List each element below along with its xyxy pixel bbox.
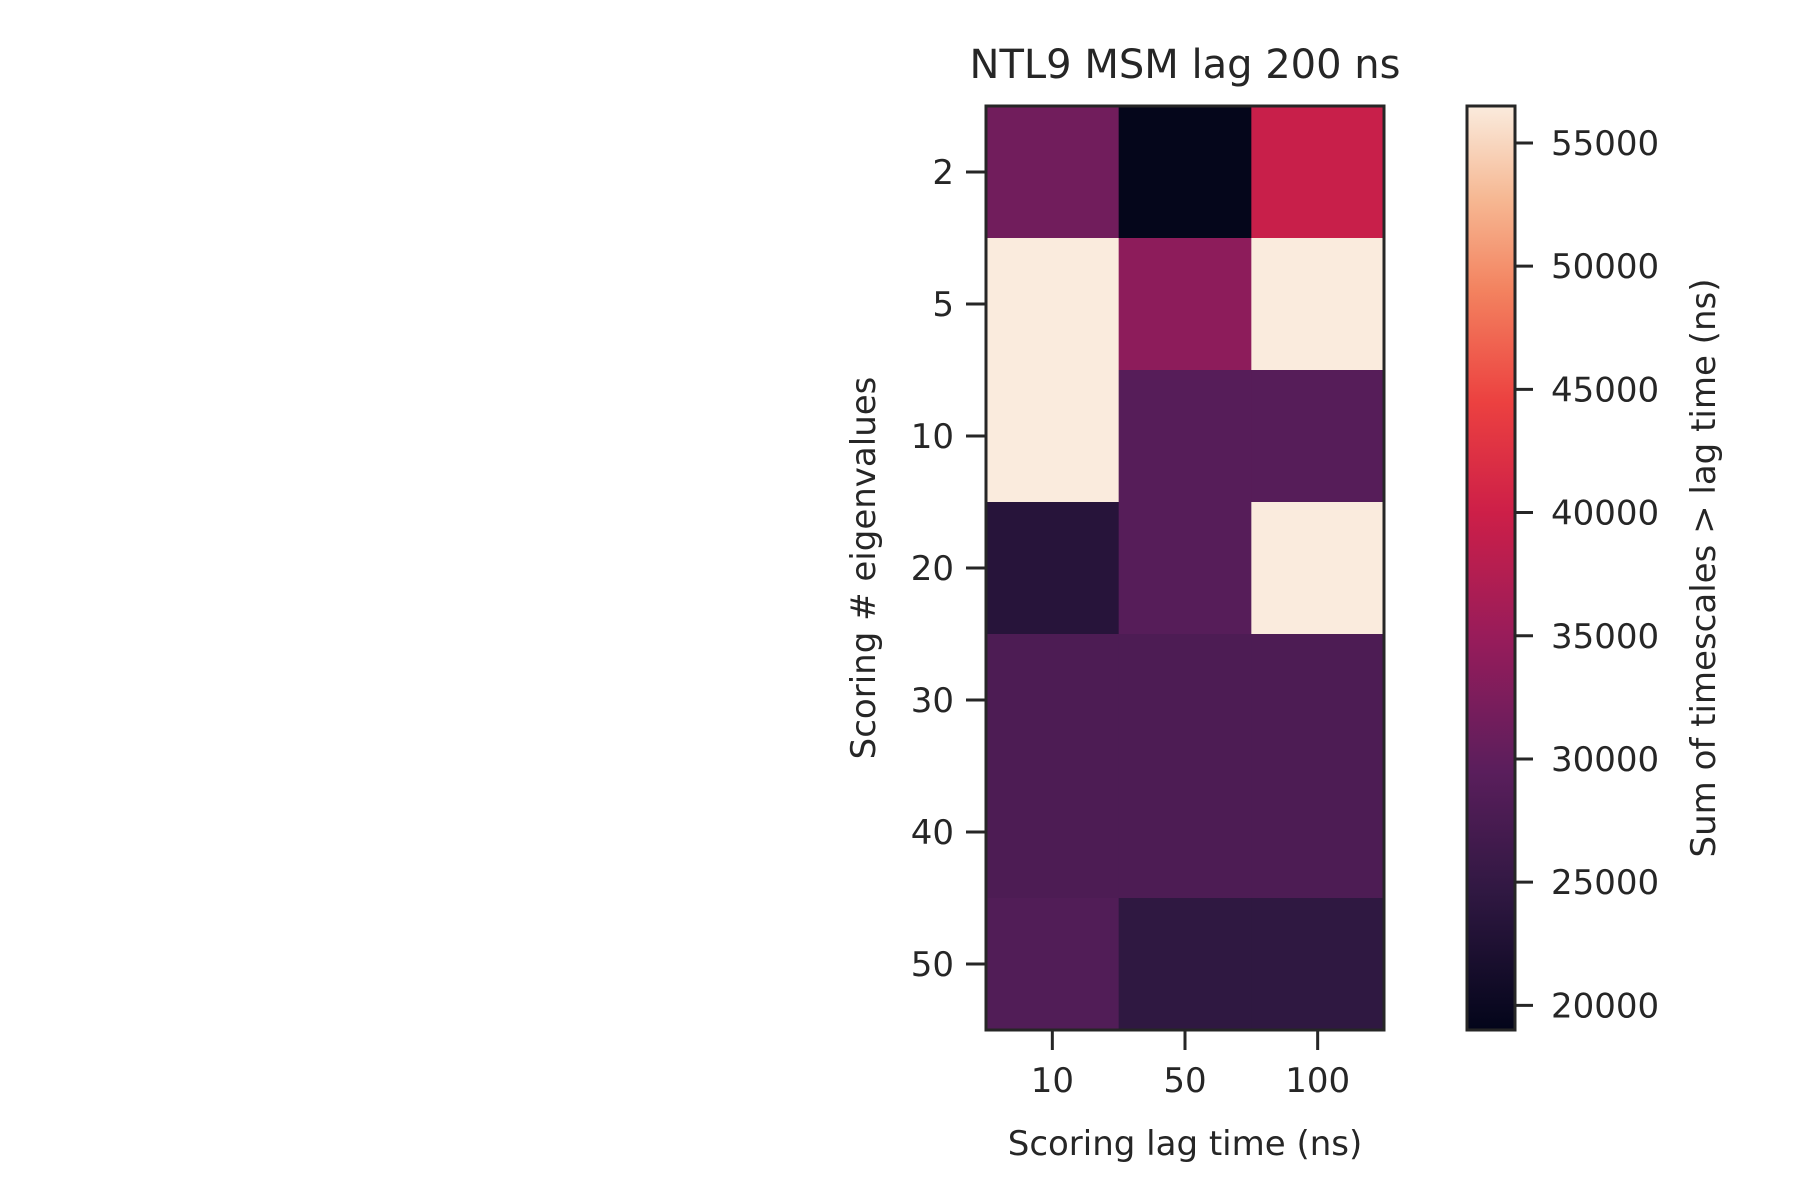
y-tick-label: 10 bbox=[911, 417, 954, 457]
colorbar-tick-label: 45000 bbox=[1551, 370, 1659, 410]
heatmap-cell bbox=[986, 502, 1120, 635]
colorbar-tick-label: 40000 bbox=[1551, 494, 1659, 534]
heatmap-cell bbox=[986, 766, 1120, 899]
colorbar-tick-label: 35000 bbox=[1551, 617, 1659, 657]
x-axis: 10 50 100 bbox=[1031, 1030, 1350, 1101]
heatmap-cell bbox=[1251, 766, 1385, 899]
y-tick-label: 50 bbox=[911, 945, 954, 985]
colorbar-label: Sum of timescales > lag time (ns) bbox=[1684, 279, 1724, 858]
heatmap-cell bbox=[1251, 370, 1385, 503]
x-tick-label: 50 bbox=[1163, 1061, 1206, 1101]
colorbar: 20000 25000 30000 35000 40000 45000 50000 55000 bbox=[1465, 104, 1659, 1032]
heatmap-cell bbox=[1118, 370, 1252, 503]
heatmap-cell bbox=[1251, 238, 1385, 371]
x-tick-label: 10 bbox=[1031, 1061, 1074, 1101]
colorbar-ticks: 20000 25000 30000 35000 40000 45000 50000 55000 bbox=[1515, 124, 1659, 1026]
colorbar-gradient bbox=[1465, 104, 1517, 1032]
chart-title: NTL9 MSM lag 200 ns bbox=[970, 42, 1401, 88]
heatmap-cell bbox=[1118, 766, 1252, 899]
heatmap-cell bbox=[1251, 106, 1385, 239]
heatmap-cell bbox=[1118, 106, 1252, 239]
y-tick-label: 30 bbox=[911, 681, 954, 721]
y-tick-label: 20 bbox=[911, 549, 954, 589]
heatmap-cell bbox=[1118, 634, 1252, 767]
heatmap-cell bbox=[1118, 898, 1252, 1031]
heatmap-cells bbox=[986, 106, 1385, 1031]
y-tick-label: 40 bbox=[911, 813, 954, 853]
heatmap-cell bbox=[1118, 238, 1252, 371]
x-axis-label: Scoring lag time (ns) bbox=[1008, 1124, 1363, 1164]
colorbar-tick-label: 20000 bbox=[1551, 986, 1659, 1026]
x-tick-label: 100 bbox=[1285, 1061, 1350, 1101]
heatmap-cell bbox=[986, 898, 1120, 1031]
heatmap-cell bbox=[986, 634, 1120, 767]
colorbar-tick-label: 55000 bbox=[1551, 124, 1659, 164]
colorbar-tick-label: 50000 bbox=[1551, 247, 1659, 287]
colorbar-tick-label: 25000 bbox=[1551, 863, 1659, 903]
y-tick-label: 5 bbox=[932, 285, 954, 325]
heatmap-cell bbox=[1251, 634, 1385, 767]
y-tick-label: 2 bbox=[932, 153, 954, 193]
heatmap-cell bbox=[986, 106, 1120, 239]
heatmap-cell bbox=[986, 238, 1120, 371]
heatmap-cell bbox=[1251, 502, 1385, 635]
heatmap-cell bbox=[986, 370, 1120, 503]
colorbar-tick-label: 30000 bbox=[1551, 740, 1659, 780]
y-axis-label: Scoring # eigenvalues bbox=[844, 377, 884, 760]
heatmap-cell bbox=[1251, 898, 1385, 1031]
y-axis: 2 5 10 20 30 40 50 bbox=[911, 153, 986, 985]
heatmap-cell bbox=[1118, 502, 1252, 635]
